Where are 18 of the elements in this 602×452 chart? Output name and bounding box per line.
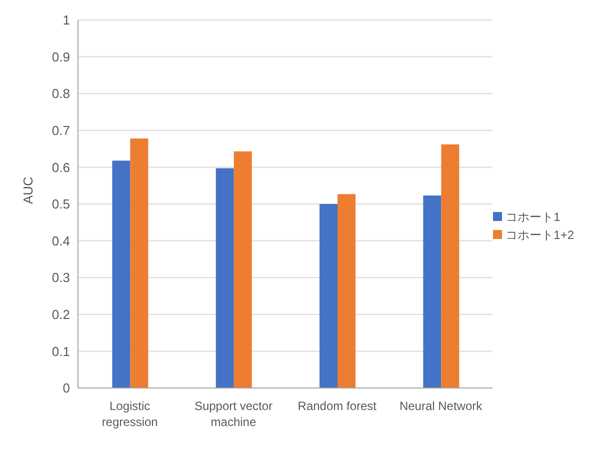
y-tick-label: 0.9: [52, 49, 70, 64]
y-tick-label: 0.1: [52, 344, 70, 359]
y-tick-label: 0.4: [52, 233, 70, 248]
y-tick-label: 0.6: [52, 160, 70, 175]
y-tick-label: 1: [62, 12, 70, 28]
x-tick-label: Support vector machine: [194, 399, 273, 429]
x-tick-label: Logistic regression: [102, 399, 158, 429]
y-tick-label: 0.2: [52, 307, 70, 322]
y-tick-label: 0.3: [52, 270, 70, 286]
y-tick-label: 0: [62, 380, 70, 396]
y-tick-label: 0.5: [52, 196, 70, 212]
x-tick-label: Neural Network: [399, 399, 484, 413]
y-tick-label: 0.8: [52, 86, 70, 102]
x-tick-label: Random forest: [298, 399, 378, 413]
y-tick-label: 0.7: [52, 123, 70, 138]
legend-label: コホート1: [506, 210, 560, 224]
legend-label: コホート1+2: [506, 228, 574, 242]
y-axis-title: AUC: [20, 176, 36, 204]
